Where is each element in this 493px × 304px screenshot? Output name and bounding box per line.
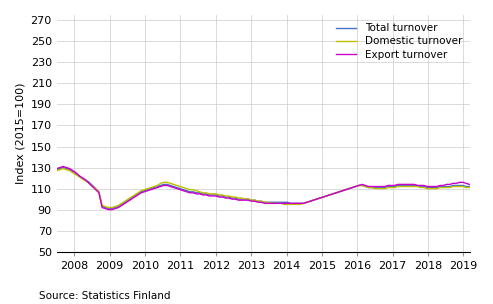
- Domestic turnover: [106, 206, 111, 209]
- Domestic turnover: [213, 192, 219, 196]
- Export turnover: [161, 184, 167, 187]
- Total turnover: [415, 184, 421, 187]
- Export turnover: [275, 202, 281, 205]
- Export turnover: [229, 197, 235, 201]
- Line: Total turnover: Total turnover: [57, 168, 469, 209]
- Total turnover: [213, 193, 219, 197]
- Export turnover: [213, 194, 219, 198]
- Line: Export turnover: Export turnover: [57, 167, 469, 210]
- Y-axis label: Index (2015=100): Index (2015=100): [15, 83, 25, 184]
- Line: Domestic turnover: Domestic turnover: [57, 169, 469, 208]
- Export turnover: [60, 165, 66, 168]
- Domestic turnover: [275, 202, 281, 205]
- Domestic turnover: [161, 181, 167, 184]
- Domestic turnover: [415, 185, 421, 188]
- Domestic turnover: [466, 186, 472, 189]
- Total turnover: [161, 183, 167, 186]
- Domestic turnover: [229, 195, 235, 199]
- Total turnover: [454, 184, 459, 187]
- Total turnover: [106, 207, 111, 210]
- Domestic turnover: [454, 185, 459, 188]
- Total turnover: [466, 185, 472, 188]
- Domestic turnover: [54, 169, 60, 173]
- Export turnover: [415, 184, 421, 187]
- Legend: Total turnover, Domestic turnover, Export turnover: Total turnover, Domestic turnover, Expor…: [332, 20, 465, 63]
- Total turnover: [229, 196, 235, 200]
- Text: Source: Statistics Finland: Source: Statistics Finland: [39, 291, 171, 301]
- Export turnover: [454, 181, 459, 185]
- Domestic turnover: [60, 167, 66, 171]
- Export turnover: [54, 167, 60, 171]
- Export turnover: [466, 183, 472, 186]
- Total turnover: [54, 168, 60, 171]
- Total turnover: [275, 200, 281, 204]
- Export turnover: [106, 208, 111, 212]
- Total turnover: [60, 166, 66, 169]
